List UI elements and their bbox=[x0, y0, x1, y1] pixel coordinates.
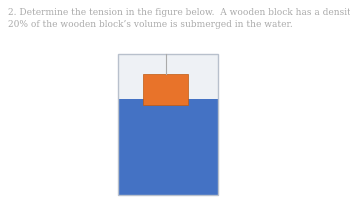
Text: 20% of the wooden block’s volume is submerged in the water.: 20% of the wooden block’s volume is subm… bbox=[8, 20, 293, 29]
Bar bbox=[118, 55, 218, 195]
Bar bbox=[143, 75, 188, 106]
Text: 2. Determine the tension in the figure below.  A wooden block has a density of 7: 2. Determine the tension in the figure b… bbox=[8, 8, 350, 17]
Bar bbox=[118, 55, 218, 100]
Bar bbox=[118, 100, 218, 195]
